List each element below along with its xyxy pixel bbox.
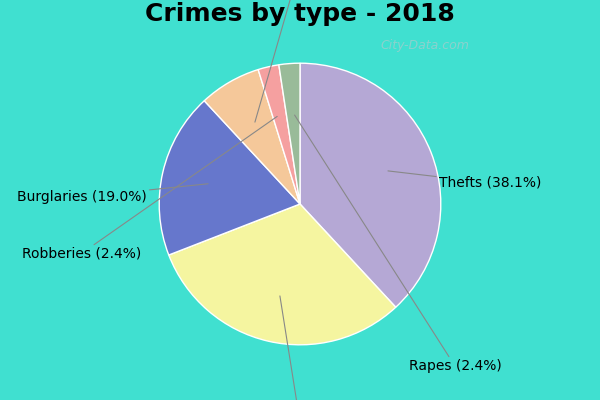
Text: Rapes (2.4%): Rapes (2.4%) bbox=[295, 115, 501, 373]
Wedge shape bbox=[258, 65, 300, 204]
Text: City-Data.com: City-Data.com bbox=[380, 38, 469, 52]
Wedge shape bbox=[279, 63, 300, 204]
Text: Auto thefts (7.1%): Auto thefts (7.1%) bbox=[229, 0, 356, 122]
Wedge shape bbox=[159, 101, 300, 255]
Text: Robberies (2.4%): Robberies (2.4%) bbox=[22, 116, 277, 260]
Text: Burglaries (19.0%): Burglaries (19.0%) bbox=[17, 184, 208, 204]
Wedge shape bbox=[204, 70, 300, 204]
Title: Crimes by type - 2018: Crimes by type - 2018 bbox=[145, 2, 455, 26]
Text: Assaults (31.0%): Assaults (31.0%) bbox=[242, 296, 358, 400]
Wedge shape bbox=[169, 204, 396, 345]
Wedge shape bbox=[300, 63, 441, 307]
Text: Thefts (38.1%): Thefts (38.1%) bbox=[388, 171, 541, 190]
